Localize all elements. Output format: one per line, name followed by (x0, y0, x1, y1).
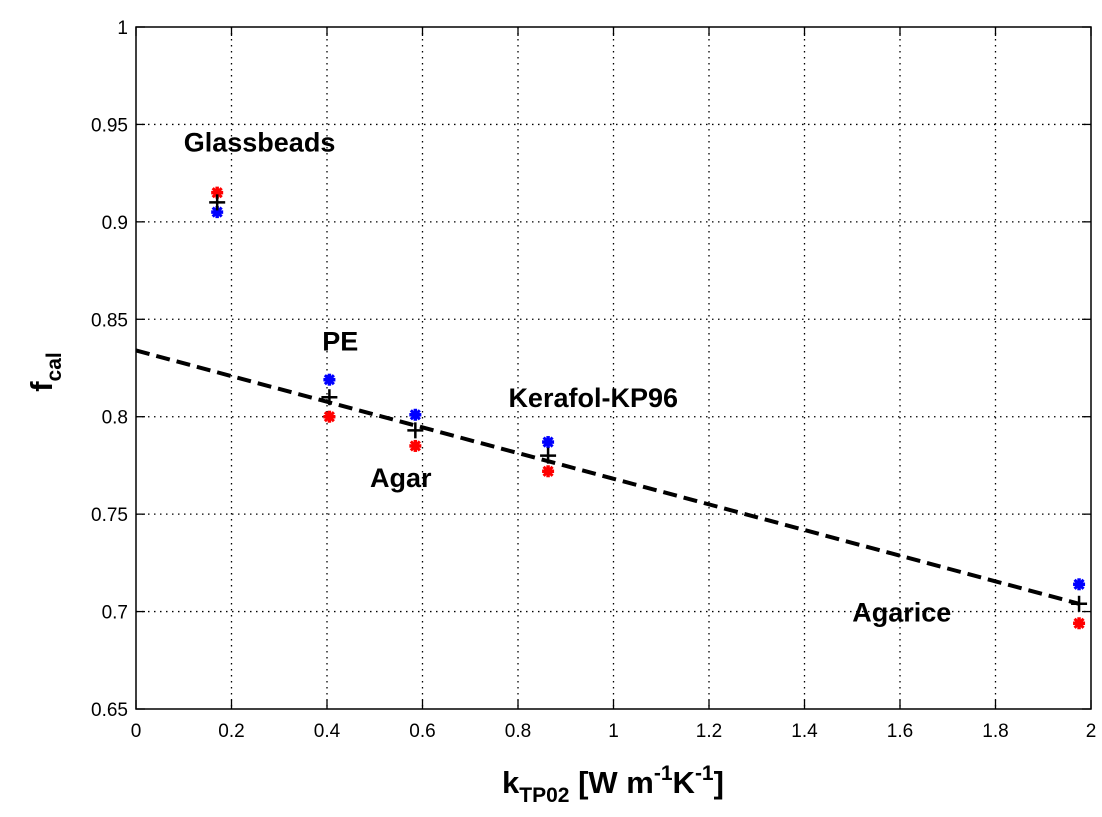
x-tick-label: 0.6 (409, 721, 435, 742)
x-label-units-a: [W m (569, 765, 653, 800)
x-tick-label: 0.8 (505, 721, 531, 742)
red-star-marker (409, 439, 422, 452)
x-label-sup-b: -1 (695, 762, 714, 785)
mean-marker (407, 422, 424, 439)
fit-line-group (135, 348, 1080, 606)
x-tick-label: 1 (608, 721, 619, 742)
annotation-label: Agarice (852, 597, 951, 627)
y-tick-label: 0.7 (102, 603, 128, 624)
annotation-label: Kerafol-KP96 (508, 383, 678, 413)
annotation-label: PE (322, 326, 358, 356)
mean-marker (209, 194, 226, 211)
y-tick-label: 0.8 (102, 408, 128, 429)
x-tick-label: 1.2 (696, 721, 722, 742)
annotation-label: Glassbeads (184, 128, 336, 158)
x-tick-label: 1.6 (887, 721, 913, 742)
y-label-main: f (24, 381, 59, 392)
red-star-marker (1073, 617, 1086, 630)
blue-star-marker (323, 373, 336, 386)
red-star-marker (542, 465, 555, 478)
blue-star-marker (542, 436, 555, 449)
y-axis-label: fcal (24, 352, 66, 392)
mean-marker (540, 447, 557, 464)
mean-marker (321, 389, 338, 406)
y-label-sub: cal (43, 352, 66, 381)
markers-group (209, 186, 1088, 630)
ticks-group: 0 0.2 0.4 0.6 0.8 1 1.2 1.4 1.6 1.8 2 0.65 0.7 0.75 0.… (91, 18, 1096, 742)
y-tick-label: 1 (117, 18, 128, 39)
x-axis-label: kTP02 [W m-1K-1] (502, 762, 724, 807)
blue-star-marker (409, 408, 422, 421)
x-tick-label: 2 (1086, 721, 1097, 742)
x-label-units-b: K (673, 765, 696, 800)
y-tick-label: 0.75 (91, 505, 128, 526)
x-tick-label: 1.8 (982, 721, 1008, 742)
annotation-label: Agar (370, 463, 432, 493)
mean-marker (1071, 595, 1088, 612)
x-tick-label: 0 (131, 721, 142, 742)
x-tick-label: 0.2 (218, 721, 244, 742)
blue-star-marker (1073, 578, 1086, 591)
x-label-units-c: ] (714, 765, 724, 800)
y-tick-label: 0.65 (91, 700, 128, 721)
red-star-marker (323, 410, 336, 423)
x-tick-label: 0.4 (314, 721, 341, 742)
y-tick-label: 0.9 (102, 213, 128, 234)
y-tick-label: 0.85 (91, 310, 128, 331)
annotations-group: Glassbeads PE Agar Kerafol-KP96 Agarice (184, 128, 952, 628)
plot-background (136, 27, 1091, 709)
y-tick-label: 0.95 (91, 115, 128, 136)
x-label-sub: TP02 (519, 784, 569, 807)
fit-line (135, 348, 1080, 606)
x-tick-label: 1.4 (791, 721, 818, 742)
x-label-sup-a: -1 (654, 762, 673, 785)
x-label-main: k (502, 765, 520, 800)
